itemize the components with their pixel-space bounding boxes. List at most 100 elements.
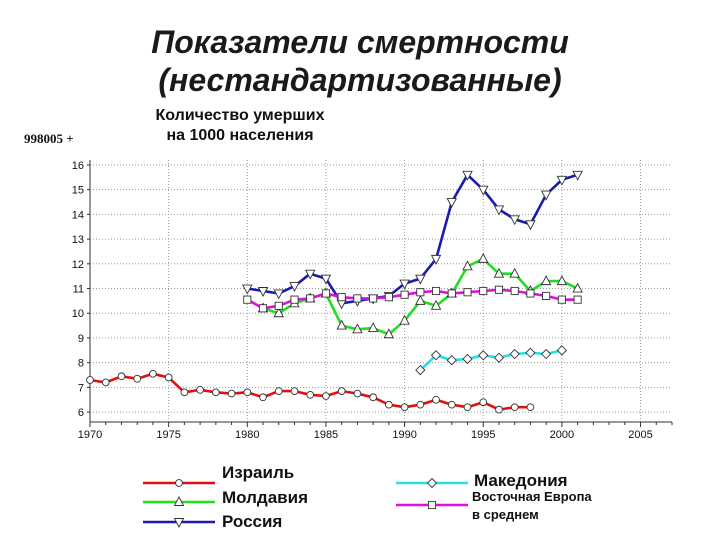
data-point xyxy=(447,289,456,298)
data-point xyxy=(242,284,253,295)
data-point xyxy=(477,252,489,263)
data-point xyxy=(273,307,285,318)
legend-marker xyxy=(173,496,185,506)
series-восточная-европа-в-среднем xyxy=(243,285,582,313)
data-point xyxy=(430,254,442,265)
chart-subtitle-line2: на 1000 населения xyxy=(166,127,314,144)
series-россия xyxy=(242,170,583,310)
data-point xyxy=(447,400,456,409)
data-point xyxy=(243,295,252,304)
x-tick-label: 1975 xyxy=(156,429,180,441)
data-point xyxy=(369,294,378,303)
data-point xyxy=(542,291,551,300)
data-point xyxy=(540,275,552,286)
data-point xyxy=(337,387,346,395)
data-point xyxy=(321,289,330,298)
data-point xyxy=(399,314,410,325)
data-point xyxy=(274,301,283,310)
legend-marker xyxy=(427,500,437,510)
data-point xyxy=(322,392,330,400)
data-point xyxy=(133,374,142,383)
data-point xyxy=(462,170,473,181)
legend-swatch-израиль xyxy=(143,479,215,487)
data-point xyxy=(211,388,220,397)
data-point xyxy=(556,345,568,356)
data-point xyxy=(320,274,332,285)
data-point xyxy=(573,295,582,304)
data-point xyxy=(510,403,519,412)
data-point xyxy=(243,388,252,397)
data-point xyxy=(430,299,442,310)
data-point xyxy=(304,269,316,280)
data-point xyxy=(384,293,393,302)
data-point xyxy=(415,274,426,285)
data-point xyxy=(400,290,409,299)
legend-swatch-восточная-европа-в-среднем xyxy=(396,500,468,510)
chart-grid xyxy=(89,160,672,422)
x-tick-label: 1995 xyxy=(471,429,495,441)
data-point xyxy=(462,260,473,271)
data-point xyxy=(432,395,440,404)
data-point xyxy=(509,348,520,360)
data-point xyxy=(432,286,441,296)
data-point xyxy=(479,398,488,407)
data-point xyxy=(493,267,505,278)
y-tick-label: 10 xyxy=(72,308,84,320)
data-point xyxy=(478,350,489,361)
data-point xyxy=(557,295,566,304)
data-point xyxy=(479,286,488,296)
data-point xyxy=(353,294,362,303)
data-point xyxy=(337,293,346,302)
series-line xyxy=(246,288,578,310)
data-point xyxy=(525,347,536,358)
data-point xyxy=(290,387,299,395)
data-point xyxy=(400,403,409,412)
x-tick-label: 2000 xyxy=(550,429,574,441)
data-point xyxy=(385,400,393,409)
data-point xyxy=(352,323,363,334)
data-point xyxy=(572,282,583,293)
data-point xyxy=(509,267,520,278)
data-point xyxy=(541,348,552,360)
data-point xyxy=(289,282,300,293)
data-point xyxy=(509,215,520,226)
y-tick-label: 6 xyxy=(78,407,84,419)
data-point xyxy=(86,376,94,384)
data-point xyxy=(383,328,395,339)
legend-swatch-россия xyxy=(143,518,215,528)
legend-label-eeurope-line1: Восточная Европа xyxy=(472,489,592,504)
y-tick-label: 11 xyxy=(73,284,84,296)
legend-marker xyxy=(175,479,183,487)
legend-marker xyxy=(173,518,185,528)
y-tick-label: 13 xyxy=(72,234,84,246)
x-tick-label: 1980 xyxy=(235,429,259,441)
data-point xyxy=(477,185,489,196)
x-tick-label: 1990 xyxy=(392,429,416,441)
data-point xyxy=(257,287,269,297)
indicator-code: 998005 + xyxy=(24,131,74,146)
data-point xyxy=(446,198,458,208)
data-point xyxy=(416,288,425,297)
data-point xyxy=(273,289,285,300)
data-point xyxy=(274,387,283,395)
data-point xyxy=(259,393,267,402)
chart-title-line2: (нестандартизованные) xyxy=(158,62,562,98)
data-point xyxy=(463,403,472,412)
data-point xyxy=(494,285,504,294)
data-point xyxy=(101,378,110,387)
data-point xyxy=(367,322,379,333)
data-point xyxy=(369,393,377,402)
data-point xyxy=(416,400,425,409)
data-point xyxy=(526,403,535,412)
data-point xyxy=(446,355,457,366)
legend-label-macedonia: Македония xyxy=(474,471,568,490)
legend-marks xyxy=(143,477,468,528)
x-tick-label: 1970 xyxy=(78,429,102,441)
legend-swatch-македония xyxy=(396,477,468,489)
x-tick-label: 1985 xyxy=(314,429,338,441)
data-point xyxy=(117,372,126,381)
chart-axes: 6 7 8 9 10 11 12 13 14 15 16 1970 1975 1980 1985 1990 19… xyxy=(72,160,673,441)
data-point xyxy=(526,289,535,298)
series-израиль xyxy=(86,369,535,414)
data-point xyxy=(430,350,442,361)
